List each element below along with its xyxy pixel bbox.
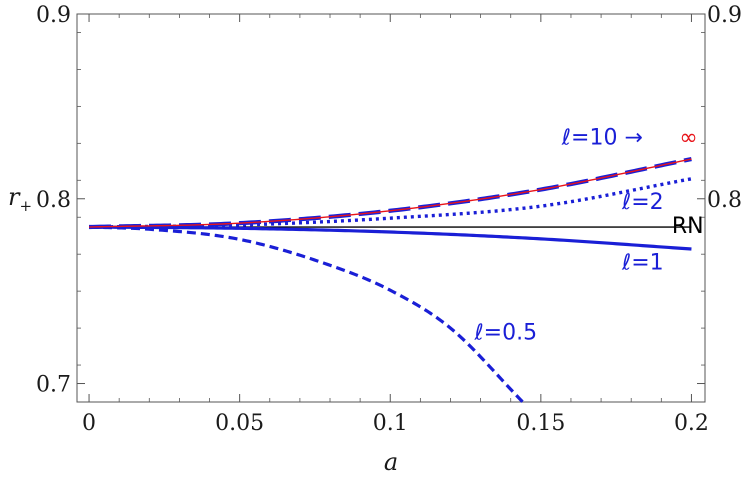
x-axis-title: a (384, 448, 398, 476)
y-axis-title: r+ (8, 183, 32, 215)
curve-label: ℓ=1 (621, 250, 664, 275)
curve-label: RN (672, 214, 704, 239)
curve-label: ℓ=0.5 (474, 321, 538, 346)
x-tick-label: 0.1 (373, 411, 408, 436)
y-tick-label: 0.8 (36, 188, 71, 213)
curve-label: ℓ=10 → (561, 125, 643, 150)
series-line (88, 225, 524, 404)
series-line (89, 158, 692, 228)
curve-label: ℓ=2 (621, 190, 664, 215)
y-axis-title-main: r (8, 183, 21, 211)
curve-label: ∞ (679, 125, 697, 150)
curve-labels: ℓ=10 → ∞ ℓ=2 RN ℓ=1 ℓ=0.5 (474, 125, 704, 345)
y-tick-label-right: 0.8 (707, 188, 742, 213)
plot-frame (76, 13, 706, 403)
x-tick-label: 0.15 (516, 411, 565, 436)
y-tick-label: 0.7 (36, 373, 71, 398)
x-tick-label: 0 (82, 411, 96, 436)
y-axis-title-sub: + (19, 197, 32, 215)
tick-labels: 0 0.05 0.1 0.15 0.2 0.7 0.8 0.9 0.8 0.9 (36, 3, 742, 436)
series-line (89, 177, 692, 229)
tick-marks (77, 13, 705, 402)
y-tick-label: 0.9 (36, 3, 71, 28)
x-tick-label: 0.05 (215, 411, 264, 436)
y-tick-label-right: 0.9 (707, 3, 742, 28)
x-tick-label: 0.2 (674, 411, 709, 436)
curves (88, 156, 692, 404)
